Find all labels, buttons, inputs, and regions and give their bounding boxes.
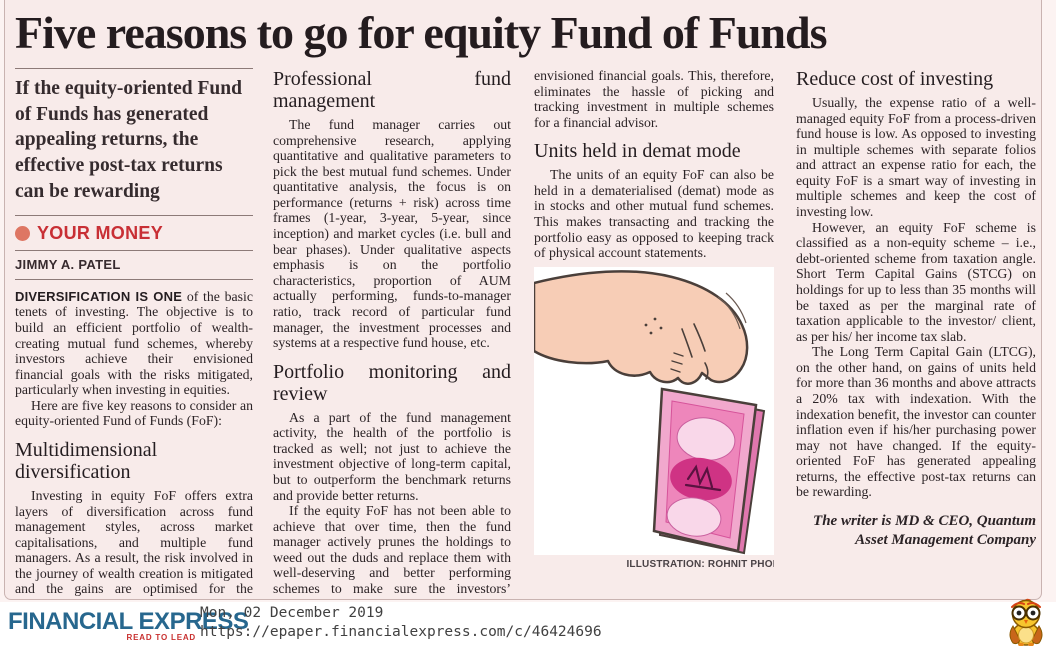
writer-attribution: The writer is MD & CEO, Quantum Asset Ma… [813, 513, 1036, 548]
body-paragraph: However, an equity FoF scheme is classif… [796, 219, 1036, 344]
column-1-body: DIVERSIFICATION IS ONE of the basic tene… [15, 289, 253, 596]
body-paragraph: Here are five key reasons to consider an… [15, 397, 253, 429]
section-header: YOUR MONEY [15, 216, 253, 250]
standfirst: If the equity-oriented Fund of Funds has… [15, 78, 242, 202]
body-paragraph: Usually, the expense ratio of a well-man… [796, 95, 1036, 220]
byline: JIMMY A. PATEL [15, 256, 121, 272]
body-paragraph: DIVERSIFICATION IS ONE of the basic tene… [15, 289, 253, 398]
clip-date: Mon, 02 December 2019 [200, 605, 384, 621]
divider [15, 214, 253, 216]
illustration-figure [534, 266, 774, 555]
subhead-reduce-cost-of-investing: Reduce cost of investing [796, 68, 994, 90]
article-column-4: Reduce cost of investing Usually, the ex… [796, 68, 1036, 596]
column-4-body: Reduce cost of investing Usually, the ex… [796, 68, 1036, 550]
section-label: YOUR MONEY [37, 222, 164, 243]
section-bullet-icon [15, 225, 30, 241]
article-column-1: If the equity-oriented Fund of Funds has… [15, 68, 253, 596]
body-paragraph: Investing in equity FoF offers extra lay… [15, 487, 253, 596]
divider [15, 68, 253, 69]
subhead-multidimensional-diversification: Multidimensional diversification [15, 438, 158, 483]
article-column-3: envisioned financial goals. This, theref… [534, 68, 774, 596]
subhead-units-held-in-demat-mode: Units held in demat mode [534, 140, 741, 163]
body-paragraph: The units of an equity FoF can also be h… [534, 167, 774, 261]
article-column-2: Professional fund management The fund ma… [273, 68, 511, 596]
clip-url-link[interactable]: https://epaper.financialexpress.com/c/46… [200, 623, 602, 640]
lead-paragraph-text: of the basic tenets of investing. The ob… [15, 288, 253, 398]
subhead-portfolio-monitoring-and-review: Portfolio monitoring and review [273, 360, 511, 405]
logo-wordmark: FINANCIAL EXPRESS [8, 608, 249, 635]
logo-tagline: READ TO LEAD [126, 633, 196, 642]
lead-in: DIVERSIFICATION IS ONE [15, 288, 183, 304]
column-3-body: envisioned financial goals. This, theref… [534, 68, 774, 261]
subhead-professional-fund-management: Professional fund management [273, 68, 511, 112]
epaper-footer: FINANCIAL EXPRESS READ TO LEAD Mon, 02 D… [0, 598, 1056, 647]
body-paragraph: The Long Term Capital Gain (LTCG), on th… [796, 344, 1036, 500]
body-paragraph: As a part of the fund management activit… [273, 409, 511, 503]
divider [15, 249, 253, 251]
body-paragraph: The fund manager carries out comprehensi… [273, 117, 511, 351]
body-paragraph: envisioned financial goals. This, theref… [534, 68, 774, 130]
owl-mascot-icon[interactable] [1004, 598, 1048, 646]
column-2-body: Professional fund management The fund ma… [273, 68, 511, 596]
divider [15, 278, 253, 280]
page-title: Five reasons to go for equity Fund of Fu… [15, 7, 828, 58]
illustration-credit: ILLUSTRATION: ROHNIT PHORE [626, 558, 774, 570]
hand-holding-banknote-illustration [534, 269, 766, 554]
newspaper-clip: Five reasons to go for equity Fund of Fu… [4, 0, 1042, 600]
clip-stamp: Mon, 02 December 2019 https://epaper.fin… [200, 604, 602, 642]
financial-express-logo[interactable]: FINANCIAL EXPRESS READ TO LEAD [8, 608, 249, 642]
body-paragraph: If the equity FoF has not been able to a… [273, 503, 511, 596]
